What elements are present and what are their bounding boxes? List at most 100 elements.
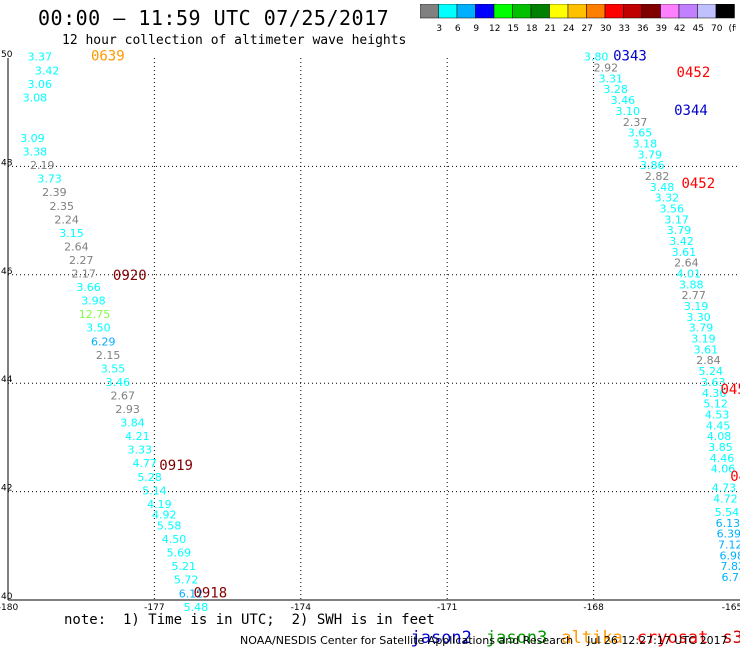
pass-time-label: 0343 [613,49,647,65]
colorbar-label: 33 [619,24,630,34]
y-tick-label: 40 [1,592,13,602]
wave-height-value: 2.84 [696,354,721,367]
colorbar-label: 21 [545,24,556,34]
wave-height-value: 4.72 [713,492,738,505]
wave-height-value: 5.14 [142,484,167,497]
wave-height-value: 2.93 [115,403,140,416]
colorbar-label: 42 [674,24,685,34]
wave-height-value: 2.92 [594,62,619,75]
legend-cryosat: cryosat [636,628,709,648]
y-tick-label: 46 [1,267,13,277]
wave-height-value: 4.01 [677,268,702,281]
pass-time-label: 0639 [91,49,125,65]
wave-height-value: 3.42 [669,235,694,248]
wave-height-value: 6.12 [179,587,204,600]
x-tick-label: -177 [144,603,164,612]
wave-height-value: 2.35 [49,200,73,213]
wave-height-value: 3.85 [708,441,733,454]
colorbar-label: 24 [563,24,575,34]
altimeter-map-plot: -180 -177 -174 -171 -168 -165 40 42 44 46 48 50 3.37… [0,49,740,612]
wave-height-value: 3.15 [59,227,84,240]
y-tick-label: 48 [1,158,13,168]
colorbar-label: 3 [436,24,442,34]
wave-height-value: 3.08 [23,91,48,104]
wave-height-value: 5.72 [174,574,199,587]
legend-jason3: jason3 [485,628,548,648]
colorbar-label: 27 [582,24,593,34]
wave-height-value: 5.12 [703,398,728,411]
legend-altika: altika [561,628,623,648]
colorbar-label: 45 [693,24,704,34]
wave-height-value: 3.37 [28,51,53,64]
x-tick-label: -168 [583,603,604,612]
x-tick-label: -180 [0,603,18,612]
wave-height-value: 3.30 [686,311,711,324]
colorbar-label: 39 [656,24,668,34]
wave-height-value: 3.61 [672,246,697,259]
wave-height-value: 7.12 [718,539,740,552]
pass-time-label: 0920 [113,268,147,284]
wave-height-value: 6.39 [717,528,740,541]
legend-s3a: s3a [722,628,740,648]
wave-height-value: 3.86 [640,159,665,172]
wave-height-value: 4.06 [711,463,736,476]
wave-height-value: 3.46 [106,376,131,389]
wave-height-value: 3.38 [23,146,48,159]
wave-height-value: 4.36 [702,387,727,400]
wave-height-value: 4.50 [162,533,187,546]
wave-height-value: 4.08 [707,430,732,443]
colorbar-label: (ft) [728,24,736,34]
wave-height-value: 3.79 [689,322,714,335]
y-tick-label: 44 [1,375,13,385]
pass-time-label: 0452 [677,65,711,81]
wave-height-value: 2.77 [681,289,706,302]
wave-height-value: 4.19 [147,498,172,511]
legend-jason2: jason2 [410,628,472,648]
colorbar-label: 9 [473,24,479,34]
wave-height-value: 3.28 [603,83,628,96]
wave-height-value: 3.73 [37,173,62,186]
wave-height-value: 2.17 [71,268,96,281]
footer-note: note: 1) Time is in UTC; 2) SWH is in fe… [64,612,435,628]
wave-height-value: 5.28 [137,471,162,484]
wave-height-value: 3.18 [633,137,658,150]
wave-height-value: 7.82 [720,560,740,573]
wave-height-value: 2.19 [30,159,55,172]
wave-height-value: 4.73 [712,482,737,495]
colorbar-label: 18 [526,24,538,34]
pass-time-label: 0919 [159,458,193,474]
colorbar-label: 70 [711,24,723,34]
wave-height-value: 2.64 [674,257,699,270]
wave-height-value: 4.46 [710,452,735,465]
wave-height-value: 3.56 [659,202,684,215]
wave-height-value: 2.39 [42,186,67,199]
wave-height-value: 3.55 [101,362,126,375]
wave-height-value: 3.66 [76,281,101,294]
wave-height-value: 3.10 [616,105,641,118]
wave-height-value: 3.63 [701,376,726,389]
wave-height-value: 4.53 [705,408,730,421]
wave-height-value: 3.09 [20,132,45,145]
y-tick-label: 50 [1,50,13,60]
wave-height-value: 3.42 [35,64,60,77]
wave-height-value: 6.13 [716,517,740,530]
wave-height-value: 4.92 [152,509,177,522]
pass-time-label: 04 [730,469,740,485]
wave-height-value: 5.21 [171,560,196,573]
wave-height-value: 3.06 [28,78,53,91]
wave-height-value: 6.29 [91,335,116,348]
wave-height-value: 3.79 [667,224,692,237]
wave-height-value: 5.48 [184,601,209,612]
wave-height-value: 4.45 [706,419,731,432]
wave-height-value: 3.33 [128,444,153,457]
wave-height-value: 4.77 [132,457,157,470]
wave-height-value: 4.21 [125,430,149,443]
pass-time-label: 0918 [193,585,227,601]
wave-height-value: 3.19 [691,333,716,346]
wave-height-value: 2.27 [69,254,94,267]
wave-height-value: 3.17 [664,213,689,226]
wave-height-value: 2.82 [645,170,670,183]
wave-height-value: 3.98 [81,295,106,308]
wave-height-value: 5.69 [167,547,192,560]
